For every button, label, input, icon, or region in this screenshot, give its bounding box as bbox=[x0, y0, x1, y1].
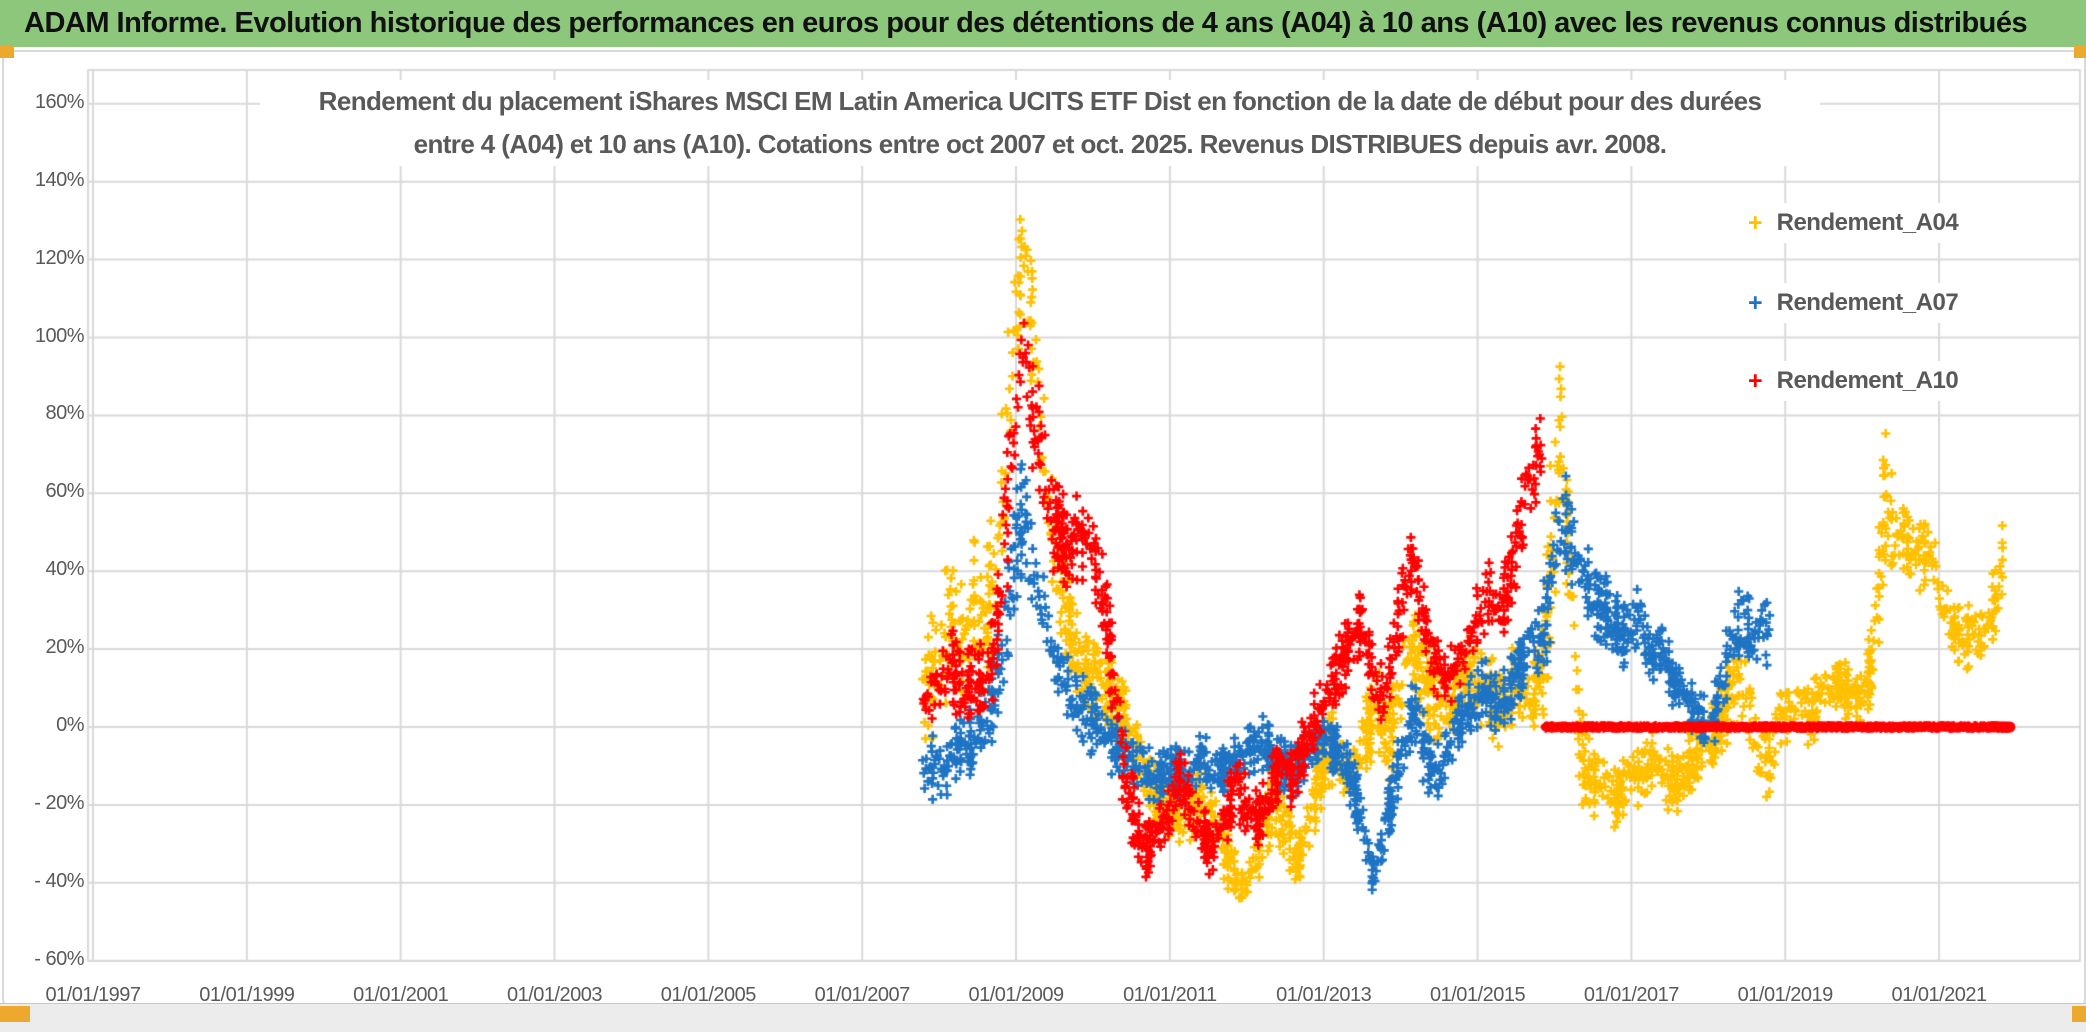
application-window: ADAM Informe. Evolution historique des p… bbox=[0, 0, 2086, 1032]
chart-plot-canvas bbox=[0, 0, 2086, 1032]
